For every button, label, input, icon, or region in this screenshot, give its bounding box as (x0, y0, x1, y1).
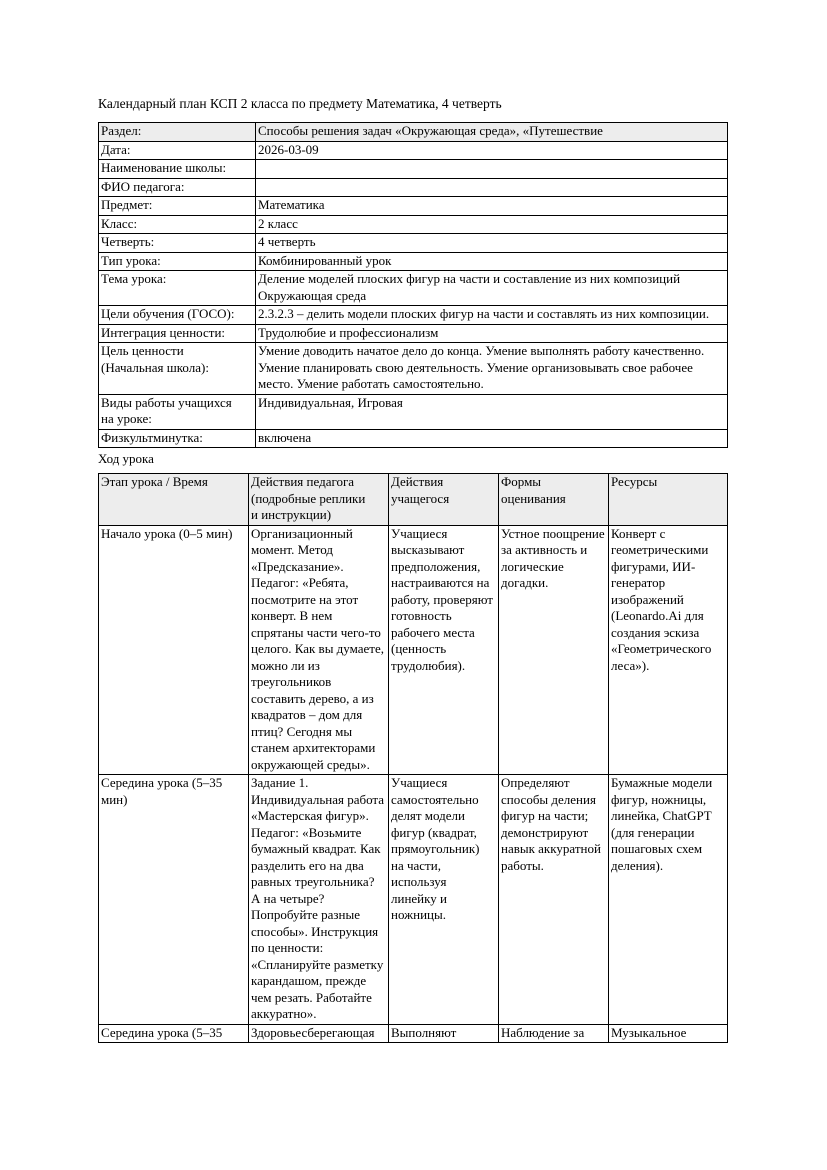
info-label-integracia: Интеграция ценности: (98, 323, 256, 344)
info-value-vidy-raboty: Индивидуальная, Игровая (255, 393, 728, 430)
table-row-lesson-middle-cut: Середина урока (5–35 Здоровьесберегающая… (98, 1023, 728, 1043)
table-row: Интеграция ценности: Трудолюбие и профес… (98, 323, 728, 344)
cell-assessment: Определяют способы деления фигур на част… (498, 774, 609, 1025)
info-value-data: 2026-03-09 (255, 140, 728, 161)
info-label-tip-uroka: Тип урока: (98, 251, 256, 272)
info-label-klass: Класс: (98, 214, 256, 235)
lesson-stages-table: Этап урока / Время Действия педагога (по… (98, 473, 728, 1043)
table-row: Виды работы учащихся на уроке: Индивидуа… (98, 393, 728, 430)
cell-teacher-actions: Задание 1. Индивидуальная работа «Мастер… (248, 774, 389, 1025)
info-label-school: Наименование школы: (98, 159, 256, 179)
col-header-teacher-actions: Действия педагога (подробные реплики и и… (248, 473, 389, 526)
info-value-celi-goso: 2.3.2.3 – делить модели плоских фигур на… (255, 305, 728, 325)
cell-stage: Начало урока (0–5 мин) (98, 524, 249, 776)
col-header-stage: Этап урока / Время (98, 473, 249, 526)
table-row: Тема урока: Деление моделей плоских фигу… (98, 270, 728, 307)
info-label-fizkultminutka: Физкультминутка: (98, 428, 256, 449)
cell-student-actions: Учащиеся высказывают предположения, наст… (388, 524, 499, 776)
lesson-info-table: Раздел: Способы решения задач «Окружающа… (98, 122, 728, 449)
info-value-tema-uroka: Деление моделей плоских фигур на части и… (255, 270, 728, 307)
info-label-tema-uroka: Тема урока: (98, 270, 256, 307)
table-row: Предмет: Математика (98, 196, 728, 216)
table-header-row: Этап урока / Время Действия педагога (по… (98, 473, 728, 526)
info-label-vidy-raboty: Виды работы учащихся на уроке: (98, 393, 256, 430)
table-row: Цели обучения (ГОСО): 2.3.2.3 – делить м… (98, 305, 728, 325)
cell-stage: Середина урока (5–35 мин) (98, 774, 249, 1025)
info-label-predmet: Предмет: (98, 196, 256, 216)
table-row: Физкультминутка: включена (98, 428, 728, 449)
table-row: Дата: 2026-03-09 (98, 140, 728, 161)
cell-assessment: Устное поощрение за активность и логичес… (498, 524, 609, 776)
info-value-fizkultminutka: включена (255, 428, 728, 449)
cell-assessment: Наблюдение за (498, 1023, 609, 1043)
cell-teacher-actions: Здоровьесберегающая (248, 1023, 389, 1043)
info-value-klass: 2 класс (255, 214, 728, 235)
table-row: ФИО педагога: (98, 177, 728, 198)
info-label-chetvert: Четверть: (98, 233, 256, 253)
info-label-celi-goso: Цели обучения (ГОСО): (98, 305, 256, 325)
info-label-razdel: Раздел: (98, 122, 256, 142)
page-title: Календарный план КСП 2 класса по предмет… (98, 96, 502, 111)
cell-resources: Музыкальное (608, 1023, 728, 1043)
section-heading-hod-uroka: Ход урока (98, 451, 154, 467)
table-row: Цель ценности (Начальная школа): Умение … (98, 342, 728, 395)
col-header-assessment: Формы оценивания (498, 473, 609, 526)
cell-resources: Бумажные модели фигур, ножницы, линейка,… (608, 774, 728, 1025)
table-row: Раздел: Способы решения задач «Окружающа… (98, 122, 728, 142)
table-row: Наименование школы: (98, 159, 728, 179)
table-row: Четверть: 4 четверть (98, 233, 728, 253)
table-row-lesson-start: Начало урока (0–5 мин) Организационный м… (98, 524, 728, 776)
cell-student-actions: Выполняют (388, 1023, 499, 1043)
info-value-predmet: Математика (255, 196, 728, 216)
col-header-resources: Ресурсы (608, 473, 728, 526)
info-label-fio: ФИО педагога: (98, 177, 256, 198)
col-header-student-actions: Действия учащегося (388, 473, 499, 526)
cell-teacher-actions: Организационный момент. Метод «Предсказа… (248, 524, 389, 776)
info-value-cel-cennosti: Умение доводить начатое дело до конца. У… (255, 342, 728, 395)
cell-resources: Конверт с геометрическими фигурами, ИИ-г… (608, 524, 728, 776)
cell-student-actions: Учащиеся самостоятельно делят модели фиг… (388, 774, 499, 1025)
table-row-lesson-middle: Середина урока (5–35 мин) Задание 1. Инд… (98, 774, 728, 1025)
info-label-data: Дата: (98, 140, 256, 161)
info-value-chetvert: 4 четверть (255, 233, 728, 253)
cell-stage: Середина урока (5–35 (98, 1023, 249, 1043)
info-label-cel-cennosti: Цель ценности (Начальная школа): (98, 342, 256, 395)
table-row: Тип урока: Комбинированный урок (98, 251, 728, 272)
info-value-fio (255, 177, 728, 198)
info-value-tip-uroka: Комбинированный урок (255, 251, 728, 272)
table-row: Класс: 2 класс (98, 214, 728, 235)
info-value-school (255, 159, 728, 179)
info-value-integracia: Трудолюбие и профессионализм (255, 323, 728, 344)
info-value-razdel: Способы решения задач «Окружающая среда»… (255, 122, 728, 142)
